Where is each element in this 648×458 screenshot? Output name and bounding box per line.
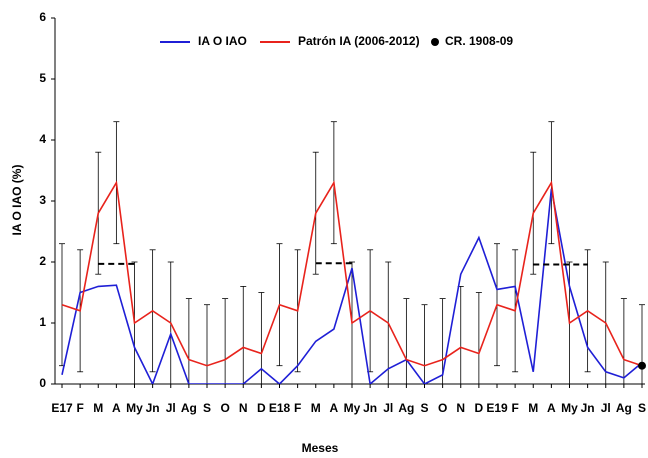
x-tick-label: S bbox=[638, 401, 646, 415]
x-tick-label: N bbox=[239, 401, 248, 415]
x-tick-label: F bbox=[294, 401, 301, 415]
x-tick-label: N bbox=[456, 401, 465, 415]
y-tick-label: 6 bbox=[39, 10, 46, 24]
x-tick-label: F bbox=[76, 401, 83, 415]
y-tick-label: 1 bbox=[39, 315, 46, 329]
x-tick-label: D bbox=[475, 401, 484, 415]
x-tick-label: Jn bbox=[363, 401, 377, 415]
y-tick-label: 0 bbox=[39, 376, 46, 390]
x-tick-label: My bbox=[126, 401, 143, 415]
x-tick-label: Jl bbox=[601, 401, 611, 415]
x-tick-label: Jl bbox=[383, 401, 393, 415]
x-tick-label: S bbox=[420, 401, 428, 415]
x-tick-label: Jn bbox=[581, 401, 595, 415]
x-tick-label: Ag bbox=[398, 401, 414, 415]
x-tick-label: M bbox=[93, 401, 103, 415]
x-tick-label: Ag bbox=[616, 401, 632, 415]
x-tick-label: A bbox=[330, 401, 339, 415]
x-tick-label: My bbox=[344, 401, 361, 415]
y-tick-label: 3 bbox=[39, 193, 46, 207]
x-tick-label: S bbox=[203, 401, 211, 415]
marker bbox=[638, 361, 646, 370]
y-tick-label: 5 bbox=[39, 71, 46, 85]
x-tick-label: Jn bbox=[146, 401, 160, 415]
x-tick-label: A bbox=[547, 401, 556, 415]
legend-label: Patrón IA (2006-2012) bbox=[298, 34, 420, 48]
x-tick-label: M bbox=[528, 401, 538, 415]
plot-area bbox=[59, 121, 645, 384]
series-line bbox=[61, 188, 643, 384]
reference-line bbox=[98, 262, 588, 266]
legend-label: CR. 1908-09 bbox=[445, 34, 513, 48]
x-tick-label: F bbox=[511, 401, 518, 415]
x-tick-label: D bbox=[257, 401, 266, 415]
y-axis-label: IA O IAO (%) bbox=[10, 165, 24, 236]
x-tick-label: M bbox=[311, 401, 321, 415]
series-line bbox=[61, 180, 643, 367]
x-tick-label: E18 bbox=[269, 401, 291, 415]
legend-marker bbox=[431, 38, 439, 46]
legend-label: IA O IAO bbox=[198, 34, 247, 48]
x-tick-label: E17 bbox=[51, 401, 73, 415]
x-tick-label: Jl bbox=[166, 401, 176, 415]
y-tick-label: 2 bbox=[39, 254, 46, 268]
x-tick-label: O bbox=[220, 401, 229, 415]
x-tick-label: E19 bbox=[486, 401, 508, 415]
x-tick-label: My bbox=[561, 401, 578, 415]
y-tick-label: 4 bbox=[39, 132, 46, 146]
x-tick-label: Ag bbox=[181, 401, 197, 415]
x-tick-label: A bbox=[112, 401, 121, 415]
x-tick-label: O bbox=[438, 401, 447, 415]
x-axis-label: Meses bbox=[302, 441, 339, 455]
